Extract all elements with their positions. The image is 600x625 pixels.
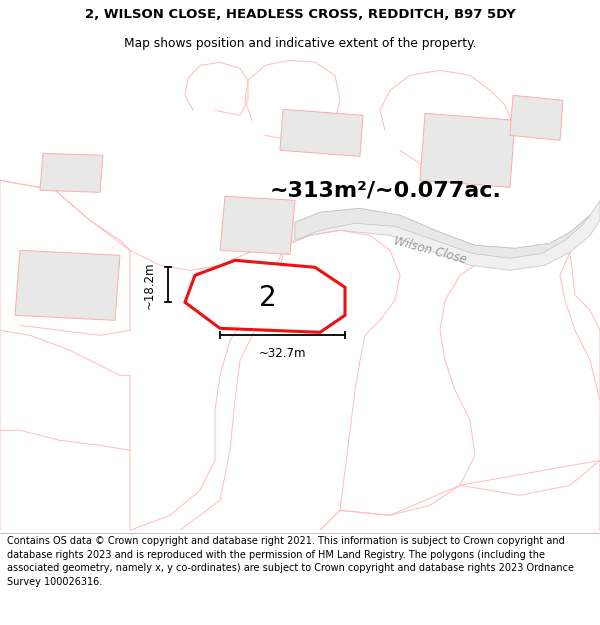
Text: Map shows position and indicative extent of the property.: Map shows position and indicative extent…	[124, 37, 476, 50]
Polygon shape	[40, 153, 103, 192]
Polygon shape	[185, 260, 345, 332]
Text: Contains OS data © Crown copyright and database right 2021. This information is : Contains OS data © Crown copyright and d…	[7, 536, 574, 587]
Polygon shape	[220, 196, 295, 254]
Text: 2: 2	[259, 284, 277, 312]
Polygon shape	[270, 200, 600, 270]
Polygon shape	[295, 208, 590, 258]
Text: Wilson Close: Wilson Close	[392, 234, 468, 266]
Text: 2, WILSON CLOSE, HEADLESS CROSS, REDDITCH, B97 5DY: 2, WILSON CLOSE, HEADLESS CROSS, REDDITC…	[85, 8, 515, 21]
Polygon shape	[15, 250, 120, 320]
Text: ~32.7m: ~32.7m	[259, 348, 306, 360]
Polygon shape	[510, 95, 563, 140]
Polygon shape	[420, 113, 515, 188]
Text: ~18.2m: ~18.2m	[143, 261, 156, 309]
Text: ~313m²/~0.077ac.: ~313m²/~0.077ac.	[270, 180, 502, 200]
Polygon shape	[280, 109, 363, 156]
